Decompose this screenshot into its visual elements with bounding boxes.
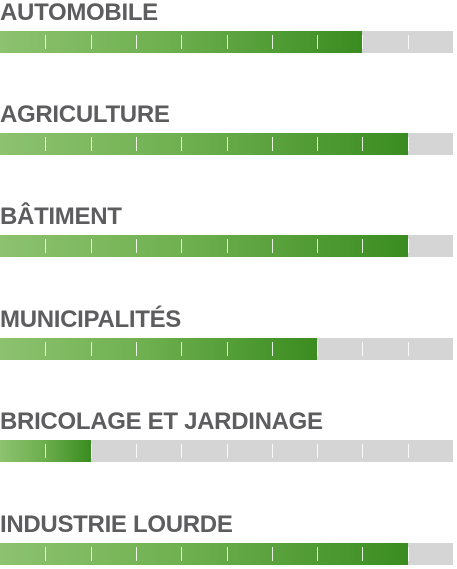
- gauge-tick: [227, 239, 228, 253]
- gauge-tick: [136, 137, 137, 151]
- gauge-tick: [136, 444, 137, 458]
- gauge-tick: [272, 35, 273, 49]
- gauge-tick: [362, 444, 363, 458]
- gauge-track: [0, 338, 453, 360]
- gauge-label: MUNICIPALITÉS: [0, 306, 181, 333]
- gauge-tick: [408, 547, 409, 561]
- gauge-label: AGRICULTURE: [0, 101, 170, 128]
- gauge-tick: [91, 547, 92, 561]
- gauge-track: [0, 31, 453, 53]
- gauge-fill: [0, 338, 317, 360]
- gauge-label: AUTOMOBILE: [0, 0, 158, 26]
- gauge-tick: [45, 137, 46, 151]
- gauge-tick: [272, 239, 273, 253]
- gauge-tick: [45, 547, 46, 561]
- gauge-tick: [408, 35, 409, 49]
- gauge-tick: [227, 137, 228, 151]
- gauge-tick: [45, 239, 46, 253]
- gauge-tick: [317, 342, 318, 356]
- gauge-tick: [91, 35, 92, 49]
- gauge-tick: [136, 35, 137, 49]
- gauge-tick: [181, 547, 182, 561]
- gauge-fill: [0, 543, 408, 565]
- gauge-tick: [227, 547, 228, 561]
- gauge-tick: [362, 342, 363, 356]
- gauge-tick: [408, 137, 409, 151]
- gauge-tick: [45, 35, 46, 49]
- gauge-tick: [91, 444, 92, 458]
- gauge-tick: [181, 35, 182, 49]
- gauge-tick: [227, 35, 228, 49]
- gauge-tick: [408, 342, 409, 356]
- gauge-tick: [317, 444, 318, 458]
- gauge-tick: [181, 137, 182, 151]
- gauge-tick: [317, 137, 318, 151]
- gauge-tick: [272, 342, 273, 356]
- gauge-tick: [317, 547, 318, 561]
- gauge-tick: [136, 342, 137, 356]
- gauge-tick: [362, 239, 363, 253]
- gauge-tick: [272, 547, 273, 561]
- gauge-tick: [136, 239, 137, 253]
- gauge-tick: [227, 444, 228, 458]
- gauge-track: [0, 133, 453, 155]
- gauge-tick: [181, 342, 182, 356]
- gauge-tick: [91, 342, 92, 356]
- gauge-tick: [91, 137, 92, 151]
- gauge-tick: [181, 239, 182, 253]
- gauge-fill: [0, 133, 408, 155]
- gauge-tick: [317, 239, 318, 253]
- gauge-tick: [45, 342, 46, 356]
- gauge-tick: [272, 444, 273, 458]
- gauge-tick: [136, 547, 137, 561]
- gauge-tick: [362, 547, 363, 561]
- gauge-tick: [317, 35, 318, 49]
- gauge-tick: [408, 444, 409, 458]
- gauge-tick: [408, 239, 409, 253]
- gauge-fill: [0, 235, 408, 257]
- gauge-tick: [181, 444, 182, 458]
- gauge-tick: [362, 35, 363, 49]
- gauge-label: BÂTIMENT: [0, 203, 122, 230]
- gauge-track: [0, 440, 453, 462]
- gauge-tick: [91, 239, 92, 253]
- gauge-label: BRICOLAGE ET JARDINAGE: [0, 408, 323, 435]
- gauge-tick: [362, 137, 363, 151]
- gauge-track: [0, 235, 453, 257]
- gauge-label: INDUSTRIE LOURDE: [0, 511, 233, 538]
- gauge-tick: [272, 137, 273, 151]
- gauge-tick: [227, 342, 228, 356]
- gauge-tick: [45, 444, 46, 458]
- gauge-track: [0, 543, 453, 565]
